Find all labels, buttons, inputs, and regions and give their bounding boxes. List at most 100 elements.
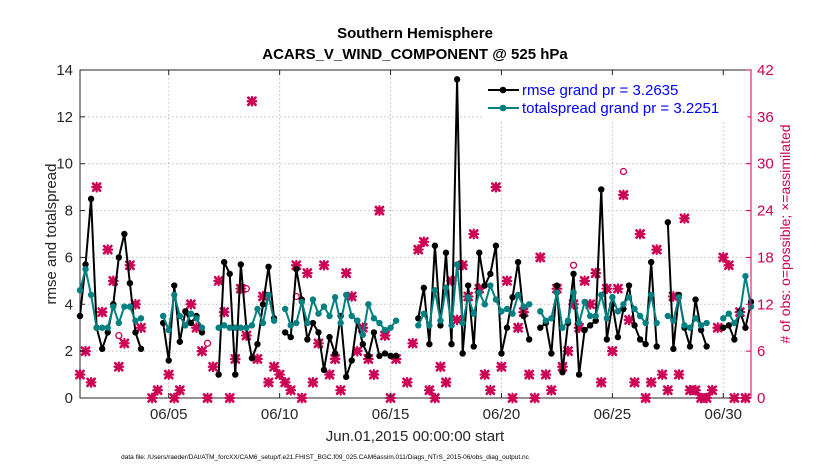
y-tick-label-left: 0	[65, 390, 73, 407]
totalspread-point	[553, 289, 561, 296]
rmse-point	[692, 296, 699, 303]
rmse-point	[537, 324, 544, 331]
totalspread-point	[636, 312, 644, 320]
totalspread-point	[620, 301, 627, 308]
obs-assimilated-marker	[196, 345, 208, 357]
rmse-point	[165, 357, 172, 364]
rmse-point	[553, 282, 561, 289]
rmse-point	[232, 371, 239, 378]
x-axis-label: Jun.01,2015 00:00:00 start	[326, 428, 505, 445]
totalspread-point	[731, 319, 738, 327]
rmse-point	[182, 308, 189, 315]
obs-assimilated-marker	[662, 384, 674, 396]
rmse-point	[437, 322, 444, 329]
totalspread-point	[697, 322, 705, 329]
rmse-point	[226, 270, 233, 278]
obs-assimilated-marker	[324, 369, 335, 380]
totalspread-point	[431, 287, 439, 294]
rmse-point	[625, 282, 633, 289]
rmse-point	[647, 258, 655, 266]
obs-assimilated-marker	[96, 306, 108, 318]
totalspread-point	[110, 303, 117, 310]
obs-assimilated-marker	[163, 369, 175, 380]
obs-assimilated-marker	[545, 384, 557, 396]
rmse-point	[220, 258, 228, 266]
totalspread-point	[609, 294, 616, 301]
obs-assimilated-marker	[401, 376, 413, 388]
totalspread-point	[537, 308, 544, 315]
totalspread-point	[331, 294, 339, 301]
legend-spread-label: totalspread grand pr = 3.2251	[522, 100, 719, 117]
y-tick-label-right: 12	[757, 296, 774, 313]
obs-assimilated-marker	[634, 228, 646, 240]
rmse-point	[731, 336, 738, 343]
totalspread-point	[165, 326, 172, 334]
y-tick-label-right: 36	[757, 109, 774, 126]
obs-assimilated-marker	[451, 314, 463, 326]
obs-assimilated-marker	[274, 369, 286, 380]
rmse-point	[525, 336, 533, 343]
rmse-point	[259, 301, 267, 308]
obs-assimilated-marker	[207, 361, 219, 373]
totalspread-point	[647, 291, 655, 299]
totalspread-point	[137, 315, 145, 322]
totalspread-point	[176, 312, 184, 320]
totalspread-point	[420, 310, 428, 317]
totalspread-point	[525, 301, 533, 308]
totalspread-point	[570, 289, 577, 296]
rmse-point	[725, 322, 733, 329]
obs-assimilated-marker	[468, 228, 480, 240]
obs-assimilated-marker	[501, 275, 513, 287]
rmse-point	[293, 265, 300, 273]
totalspread-point	[87, 291, 95, 299]
rmse-point	[686, 343, 694, 350]
totalspread-point	[453, 261, 461, 268]
obs-assimilated-marker	[113, 361, 125, 373]
obs-assimilated-marker	[618, 189, 629, 201]
obs-assimilated-marker	[651, 244, 663, 256]
rmse-point	[642, 340, 649, 348]
totalspread-point	[603, 315, 611, 322]
totalspread-point	[121, 303, 128, 310]
rmse-point	[442, 249, 450, 256]
rmse-point	[614, 333, 622, 341]
totalspread-point	[509, 310, 516, 317]
totalspread-point	[520, 303, 527, 310]
obs-assimilated-marker	[74, 369, 86, 380]
obs-assimilated-marker	[656, 369, 668, 380]
totalspread-point	[581, 298, 588, 306]
obs-assimilated-marker	[529, 392, 541, 404]
legend-box	[482, 75, 748, 121]
totalspread-point	[193, 315, 200, 322]
totalspread-point	[337, 319, 344, 327]
totalspread-point	[376, 319, 383, 327]
y-tick-label-left: 10	[56, 156, 73, 173]
totalspread-point	[98, 324, 106, 331]
totalspread-point	[182, 322, 189, 329]
obs-assimilated-marker	[407, 337, 419, 349]
obs-assimilated-marker	[679, 212, 690, 224]
rmse-point	[498, 350, 505, 357]
rmse-point	[187, 319, 195, 327]
y-axis-label-left: rmse and totalspread	[43, 164, 60, 305]
y-tick-label-right: 30	[757, 156, 774, 173]
rmse-point	[198, 329, 206, 336]
rmse-point	[387, 352, 394, 360]
rmse-point	[742, 324, 749, 331]
totalspread-point	[631, 305, 638, 313]
x-tick-label: 06/15	[372, 406, 410, 423]
obs-assimilated-marker	[174, 384, 186, 396]
totalspread-point	[304, 319, 311, 327]
rmse-point	[254, 340, 261, 348]
obs-assimilated-marker	[340, 267, 352, 279]
y-tick-label-right: 24	[757, 203, 774, 220]
totalspread-point	[259, 319, 267, 327]
rmse-point	[464, 282, 472, 289]
totalspread-point	[415, 322, 422, 329]
totalspread-point	[575, 319, 583, 327]
totalspread-point	[243, 324, 250, 331]
obs-assimilated-marker	[91, 181, 103, 193]
rmse-point	[481, 282, 489, 289]
totalspread-point	[254, 305, 261, 313]
